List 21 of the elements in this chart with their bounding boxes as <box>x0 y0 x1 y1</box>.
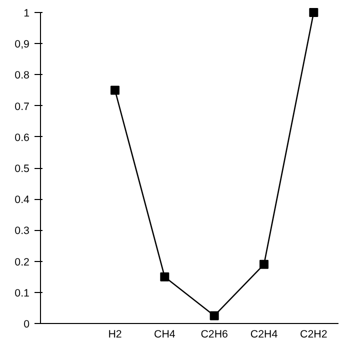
y-tick-label: 0 <box>24 318 30 330</box>
y-tick-label: 0.6 <box>14 132 30 144</box>
x-tick-label: C2H4 <box>250 328 278 340</box>
point <box>260 260 268 269</box>
y-tick-label: 0.2 <box>14 256 30 268</box>
x-tick-label: C2H2 <box>300 328 328 340</box>
y-tick-label: 0.7 <box>14 100 30 113</box>
y-tick-label: 1 <box>24 8 30 20</box>
point <box>309 8 318 17</box>
y-tick-label: 0.1 <box>14 287 30 300</box>
y-tick-label: 0,9 <box>14 38 30 51</box>
point <box>160 272 170 282</box>
y-tick-label: 0.4 <box>14 194 30 206</box>
x-tick-label: CH4 <box>154 328 176 340</box>
point <box>110 86 120 95</box>
y-tick-label: 0.8 <box>14 70 30 82</box>
point <box>210 311 219 320</box>
y-tick-label: 0.5 <box>14 163 30 175</box>
x-tick-label: C2H6 <box>200 328 228 340</box>
y-tick-label: 0.3 <box>14 225 30 238</box>
x-tick-label: H2 <box>108 328 122 340</box>
